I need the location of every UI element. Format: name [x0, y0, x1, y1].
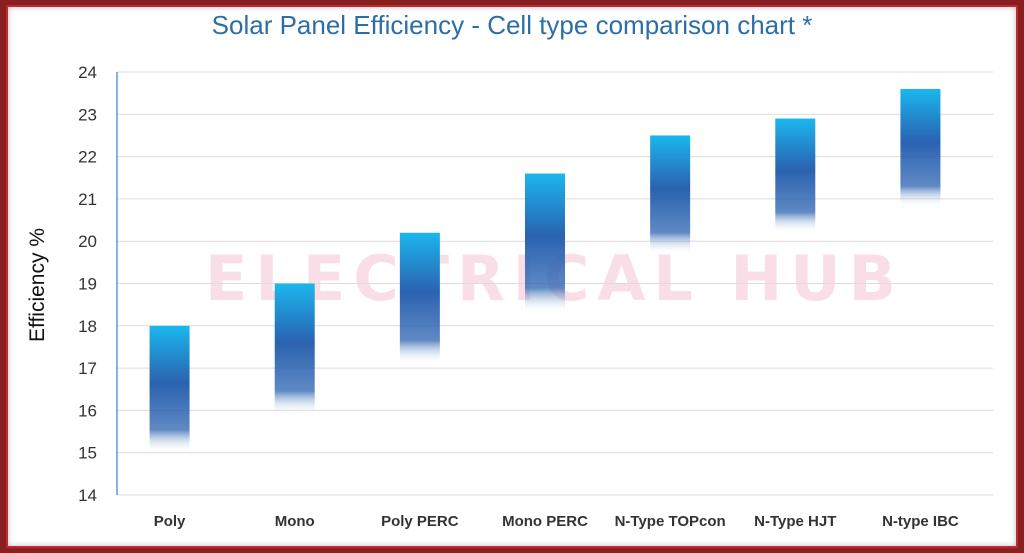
x-tick-labels: Poly Mono Poly PERC Mono PERC N-Type TOPcon N…	[154, 513, 959, 530]
bar-n-type-hjt	[775, 118, 816, 233]
chart-frame	[6, 5, 1018, 548]
x-tick-label: Poly	[154, 513, 186, 530]
y-tick-label: 20	[78, 232, 97, 251]
y-tick-label: 19	[78, 275, 97, 294]
bars	[149, 88, 941, 453]
bar-n-type-topcon	[650, 135, 691, 254]
y-tick-label: 24	[78, 63, 97, 82]
y-tick-label: 15	[78, 444, 97, 463]
y-tick-label: 22	[78, 148, 97, 167]
bar-poly-perc	[399, 232, 440, 364]
bar-n-type-ibc	[900, 88, 941, 208]
bar-mono	[274, 283, 315, 415]
x-tick-label: Mono	[275, 513, 315, 530]
x-tick-label: N-Type TOPcon	[615, 513, 726, 530]
y-tick-label: 14	[78, 486, 97, 505]
x-tick-label: Mono PERC	[502, 513, 588, 530]
y-tick-label: 21	[78, 190, 97, 209]
y-tick-label: 23	[78, 105, 97, 124]
bar-poly	[149, 325, 190, 453]
grid-lines	[116, 71, 993, 496]
x-tick-label: Poly PERC	[381, 513, 459, 530]
chart-title: Solar Panel Efficiency - Cell type compa…	[211, 10, 813, 40]
y-tick-labels: 14 15 16 17 18 19 20 21 22 23 24	[78, 63, 97, 505]
x-tick-label: N-type IBC	[882, 513, 959, 530]
x-tick-label: N-Type HJT	[754, 513, 836, 530]
y-tick-label: 18	[78, 317, 97, 336]
bar-mono-perc	[525, 173, 565, 314]
y-tick-label: 16	[78, 401, 97, 420]
y-tick-label: 17	[78, 359, 97, 378]
